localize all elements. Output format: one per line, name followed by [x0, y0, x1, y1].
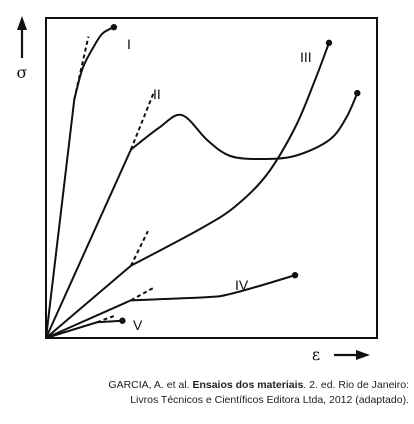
curve-iv-line [45, 274, 296, 339]
curve-ii-line [45, 92, 359, 339]
curve-iv-elastic-extension [130, 286, 155, 302]
elastic-extensions-group [73, 36, 155, 324]
curve-ii-elastic-extension [129, 92, 155, 150]
curve-v-fracture-point [119, 317, 126, 324]
curves-group [45, 26, 359, 339]
stress-strain-chart: σ ε I II III IV V [17, 16, 378, 364]
x-axis-label: ε [312, 345, 320, 364]
curve-label-ii: II [153, 86, 161, 102]
curve-iii-line [45, 42, 330, 339]
y-axis-arrow-head [17, 16, 27, 30]
caption-edition: . 2. ed. Rio de Janeiro: [303, 379, 409, 391]
curve-iii-fracture-point [325, 39, 333, 47]
y-axis-label: σ [17, 63, 28, 82]
curve-label-iii: III [300, 49, 312, 65]
caption-line-1: GARCIA, A. et al. Ensaios dos materiais.… [0, 378, 409, 393]
caption-authors: GARCIA, A. et al. [108, 379, 193, 391]
endpoints-group [110, 23, 361, 324]
plot-frame [45, 17, 378, 339]
curve-label-v: V [133, 317, 143, 333]
curve-label-i: I [127, 36, 131, 52]
curve-i-fracture-point [110, 23, 118, 31]
source-caption: GARCIA, A. et al. Ensaios dos materiais.… [0, 378, 409, 408]
caption-line-2: Livros Técnicos e Científicos Editora Lt… [130, 394, 409, 406]
curve-i-line [45, 26, 115, 339]
curve-ii-fracture-point [354, 89, 361, 97]
x-axis-arrow-head [356, 350, 370, 360]
curve-v-elastic-extension [96, 315, 115, 324]
caption-title: Ensaios dos materiais [192, 379, 304, 391]
curve-iv-fracture-point [291, 272, 299, 279]
curve-i-elastic-extension [73, 36, 90, 100]
curve-label-iv: IV [235, 277, 249, 293]
